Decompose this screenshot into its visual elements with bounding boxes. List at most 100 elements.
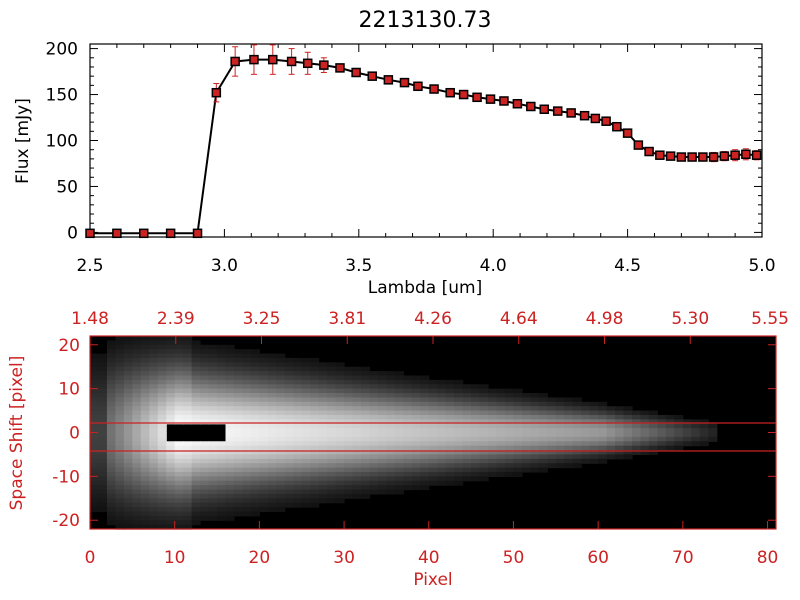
image-pixel xyxy=(682,419,692,425)
image-pixel xyxy=(369,463,379,469)
image-pixel xyxy=(479,476,489,482)
image-pixel xyxy=(377,379,388,385)
image-pixel xyxy=(284,498,294,504)
image-pixel xyxy=(183,502,193,508)
image-pixel xyxy=(327,406,337,412)
image-pixel xyxy=(665,423,675,429)
image-pixel xyxy=(538,467,548,473)
image-pixel xyxy=(572,441,582,447)
image-pixel xyxy=(225,397,235,403)
image-pixel xyxy=(174,406,184,412)
image-pixel xyxy=(454,393,464,399)
image-pixel xyxy=(157,463,167,469)
image-pixel xyxy=(115,362,125,368)
image-pixel xyxy=(242,441,252,447)
image-pixel xyxy=(276,498,286,504)
image-pixel xyxy=(242,379,252,385)
image-pixel xyxy=(344,445,354,451)
image-pixel xyxy=(233,371,244,377)
wavelength-tick-label: 5.55 xyxy=(751,309,789,329)
image-pixel xyxy=(598,401,608,407)
image-pixel xyxy=(140,401,150,407)
image-pixel xyxy=(420,432,430,438)
image-pixel xyxy=(344,379,354,385)
image-pixel xyxy=(208,511,218,517)
image-pixel xyxy=(496,388,506,394)
image-pixel xyxy=(267,393,277,399)
image-pixel xyxy=(335,436,345,442)
image-pixel xyxy=(233,362,244,368)
image-pixel xyxy=(420,410,430,416)
image-pixel xyxy=(496,419,506,425)
image-pixel xyxy=(538,432,548,438)
image-pixel xyxy=(250,423,260,429)
image-pixel xyxy=(183,515,193,521)
image-pixel xyxy=(301,362,311,368)
image-pixel xyxy=(225,507,235,513)
image-pixel xyxy=(648,414,659,420)
image-pixel xyxy=(361,428,371,434)
image-pixel xyxy=(310,410,320,416)
image-pixel xyxy=(691,436,701,442)
image-pixel xyxy=(208,463,218,469)
image-pixel xyxy=(488,436,498,442)
image-pixel xyxy=(454,419,464,425)
image-pixel xyxy=(174,524,184,530)
image-pixel xyxy=(166,476,176,482)
data-point xyxy=(268,54,278,65)
image-pixel xyxy=(428,401,438,407)
image-pixel xyxy=(225,388,235,394)
image-pixel xyxy=(284,480,294,486)
image-pixel xyxy=(589,445,599,451)
image-pixel xyxy=(598,441,608,447)
image-pixel xyxy=(106,410,117,416)
image-pixel xyxy=(123,349,133,355)
image-pixel xyxy=(555,419,565,425)
image-pixel xyxy=(157,454,167,460)
image-pixel xyxy=(149,401,159,407)
image-pixel xyxy=(191,340,201,346)
image-pixel xyxy=(454,476,464,482)
image-pixel xyxy=(403,476,413,482)
image-pixel xyxy=(318,397,328,403)
image-pixel xyxy=(369,419,379,425)
image-pixel xyxy=(149,406,159,412)
image-pixel xyxy=(166,515,176,521)
image-pixel xyxy=(369,485,379,491)
image-pixel xyxy=(555,397,565,403)
image-pixel xyxy=(648,445,659,451)
image-pixel xyxy=(344,436,354,442)
image-pixel xyxy=(284,397,294,403)
image-pixel xyxy=(555,406,565,412)
image-pixel xyxy=(335,489,345,495)
image-pixel xyxy=(411,471,421,477)
image-pixel xyxy=(301,498,311,504)
image-pixel xyxy=(217,467,227,473)
image-pixel xyxy=(547,414,557,420)
data-point xyxy=(335,63,345,73)
image-pixel xyxy=(191,467,201,473)
image-pixel xyxy=(386,419,396,425)
image-pixel xyxy=(259,502,269,508)
image-pixel xyxy=(488,432,498,438)
image-pixel xyxy=(521,397,531,403)
image-pixel xyxy=(572,458,582,464)
image-pixel xyxy=(623,406,633,412)
image-pixel xyxy=(166,489,176,495)
image-pixel xyxy=(547,454,557,460)
image-pixel xyxy=(174,362,184,368)
image-pixel xyxy=(394,375,404,381)
image-pixel xyxy=(183,454,193,460)
image-pixel xyxy=(208,375,218,381)
image-pixel xyxy=(428,414,438,420)
image-pixel xyxy=(208,388,218,394)
image-pixel xyxy=(479,414,489,420)
image-pixel xyxy=(513,445,523,451)
image-pixel xyxy=(191,454,201,460)
image-pixel xyxy=(530,454,540,460)
image-pixel xyxy=(174,366,184,372)
image-pixel xyxy=(428,476,438,482)
space-tick-label: 0 xyxy=(69,424,80,444)
image-pixel xyxy=(318,388,328,394)
